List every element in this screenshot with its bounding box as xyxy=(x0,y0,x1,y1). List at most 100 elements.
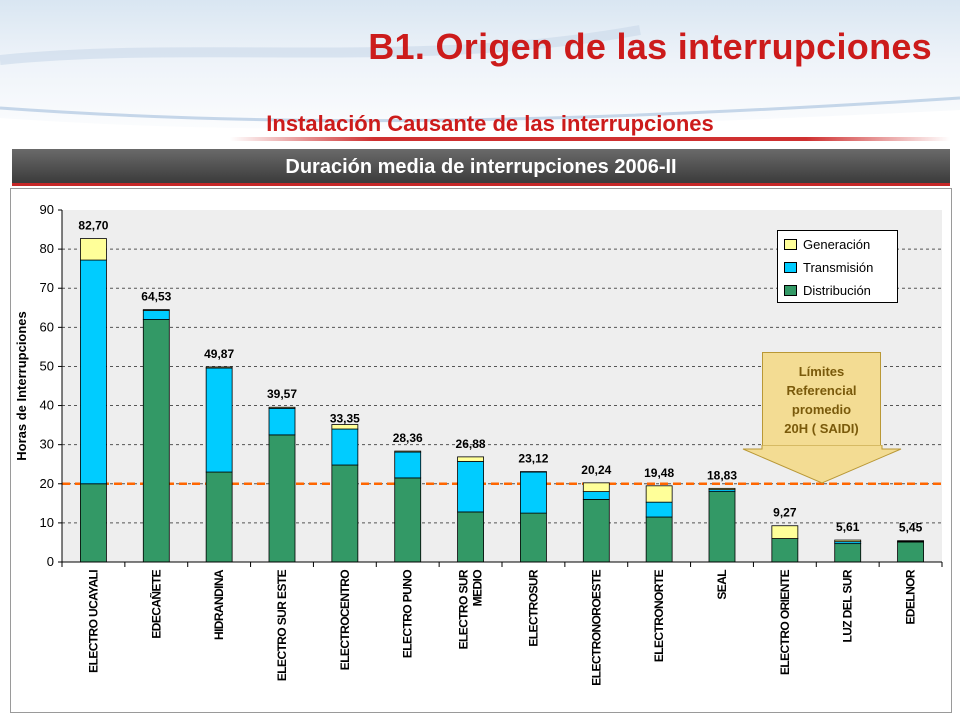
bar-segment-generacion xyxy=(520,471,547,473)
x-tick-label-line: ELECTROSUR xyxy=(526,569,540,647)
data-label: 9,27 xyxy=(773,506,797,520)
data-label: 49,87 xyxy=(204,347,234,361)
data-label: 28,36 xyxy=(393,431,423,445)
legend-item-generacion: Generación xyxy=(784,235,870,253)
bar-segment-distribucion xyxy=(394,477,422,563)
bar-segment-generacion xyxy=(205,366,233,369)
bar-segment-generacion xyxy=(771,525,799,539)
bar-segment-distribucion xyxy=(205,471,233,563)
bar-segment-transmision xyxy=(457,461,484,513)
legend-label: Distribución xyxy=(803,282,871,298)
bar-segment-distribucion xyxy=(268,434,296,563)
bar-segment-distribucion xyxy=(834,543,862,563)
x-tick-label: LUZ DEL SUR xyxy=(841,569,855,642)
data-label: 39,57 xyxy=(267,387,297,401)
legend-swatch-distribucion xyxy=(784,284,797,296)
data-label: 26,88 xyxy=(456,437,486,451)
bar-segment-distribucion xyxy=(142,319,170,563)
callout-line: 20H ( SAIDI) xyxy=(784,421,859,436)
chart-title-bar: Duración media de interrupciones 2006-II xyxy=(12,149,950,186)
legend-item-transmision: Transmisión xyxy=(784,258,873,276)
bar-segment-distribucion xyxy=(331,464,359,563)
bar-segment-transmision xyxy=(645,501,673,518)
x-tick-label-line: ELECTRO ORIENTE xyxy=(778,569,792,675)
bar-segment-generacion xyxy=(457,456,484,462)
legend-label: Transmisión xyxy=(803,259,874,275)
callout-arrow-icon xyxy=(742,445,902,484)
bar-segment-distribucion xyxy=(771,538,799,563)
x-tick-label: ELECTRONOROESTE xyxy=(589,569,603,685)
data-label: 18,83 xyxy=(707,468,737,482)
bar-segment-generacion xyxy=(268,406,296,409)
page-title: B1. Origen de las interrupciones xyxy=(368,26,932,67)
bar-segment-generacion xyxy=(834,539,862,543)
x-tick-label: ELECTRO PUNO xyxy=(401,570,415,658)
bar-segment-generacion xyxy=(582,482,610,493)
callout-line: promedio xyxy=(791,402,852,417)
y-axis-label: Horas de Interrupciones xyxy=(14,311,29,461)
y-tick-label: 60 xyxy=(40,319,54,334)
bar-segment-distribucion xyxy=(645,516,673,563)
bar-segment-distribucion xyxy=(708,491,736,563)
x-tick-label-line: ELECTRO SUR ESTE xyxy=(275,569,289,681)
y-tick-label: 80 xyxy=(40,241,54,256)
data-label: 19,48 xyxy=(644,466,674,480)
bar-segment-transmision xyxy=(205,367,233,473)
y-tick-label: 90 xyxy=(40,202,54,217)
data-label: 5,45 xyxy=(899,521,923,535)
bar-segment-generacion xyxy=(142,309,170,311)
legend-swatch-transmision xyxy=(784,261,797,273)
bar-segment-distribucion xyxy=(520,512,547,563)
x-tick-label: ELECTROSUR xyxy=(526,569,540,647)
y-tick-label: 20 xyxy=(40,476,54,491)
data-label: 23,12 xyxy=(518,452,548,466)
legend-item-distribucion: Distribución xyxy=(784,281,871,299)
x-tick-label-line: ELECTRO PUNO xyxy=(401,570,415,658)
saidi-callout: Límites Referencial promedio 20H ( SAIDI… xyxy=(762,352,881,449)
y-tick-label: 50 xyxy=(40,358,54,373)
x-tick-label: ELECTROCENTRO xyxy=(338,570,352,670)
y-tick-label: 70 xyxy=(40,280,54,295)
x-tick-label: ELECTRONORTE xyxy=(652,569,666,662)
bar-segment-generacion xyxy=(80,238,107,261)
data-label: 33,35 xyxy=(330,412,360,426)
bar-segment-generacion xyxy=(897,540,924,542)
page-subtitle: Instalación Causante de las interrupcion… xyxy=(266,111,714,136)
bar-segment-distribucion xyxy=(457,511,484,563)
bar-segment-transmision xyxy=(394,451,422,479)
bar-segment-transmision xyxy=(80,259,107,485)
y-tick-label: 0 xyxy=(47,554,54,569)
y-tick-label: 30 xyxy=(40,437,54,452)
x-tick-label: ELECTRO ORIENTE xyxy=(778,569,792,675)
legend-label: Generación xyxy=(803,236,871,252)
x-tick-label-line: ELECTRO UCAYALI xyxy=(86,570,100,673)
chart-legend: Generación Transmisión Distribución xyxy=(777,230,898,303)
bar-segment-distribucion xyxy=(897,541,924,563)
bar-segment-generacion xyxy=(645,485,673,503)
x-tick-label-line: MEDIO xyxy=(471,570,485,607)
x-tick-label: EDELNOR xyxy=(904,569,918,624)
data-label: 82,70 xyxy=(78,219,108,233)
x-tick-label-line: LUZ DEL SUR xyxy=(841,569,855,642)
x-tick-label-line: ELECTRO SUR xyxy=(457,569,471,649)
x-tick-label-line: SEAL xyxy=(715,570,729,600)
bar-segment-transmision xyxy=(520,471,547,514)
x-tick-label-line: HIDRANDINA xyxy=(212,569,226,640)
data-label: 5,61 xyxy=(836,520,860,534)
bar-segment-distribucion xyxy=(582,499,610,563)
y-tick-label: 10 xyxy=(40,515,54,530)
x-tick-label-line: EDELNOR xyxy=(904,569,918,624)
y-tick-label: 40 xyxy=(40,398,54,413)
legend-swatch-generacion xyxy=(784,238,797,250)
x-tick-label: ELECTRO SUR MEDIO xyxy=(457,569,485,649)
x-tick-label: HIDRANDINA xyxy=(212,569,226,640)
x-tick-label: ELECTRO SUR ESTE xyxy=(275,569,289,681)
bar-segment-transmision xyxy=(268,407,296,436)
x-tick-label-line: ELECTRONOROESTE xyxy=(589,569,603,685)
x-tick-label-line: ELECTRONORTE xyxy=(652,569,666,662)
bar-segment-generacion xyxy=(708,487,736,491)
data-label: 20,24 xyxy=(581,463,611,477)
data-label: 64,53 xyxy=(141,290,171,304)
bar-segment-transmision xyxy=(582,491,610,500)
bar-segment-generacion xyxy=(394,450,422,453)
